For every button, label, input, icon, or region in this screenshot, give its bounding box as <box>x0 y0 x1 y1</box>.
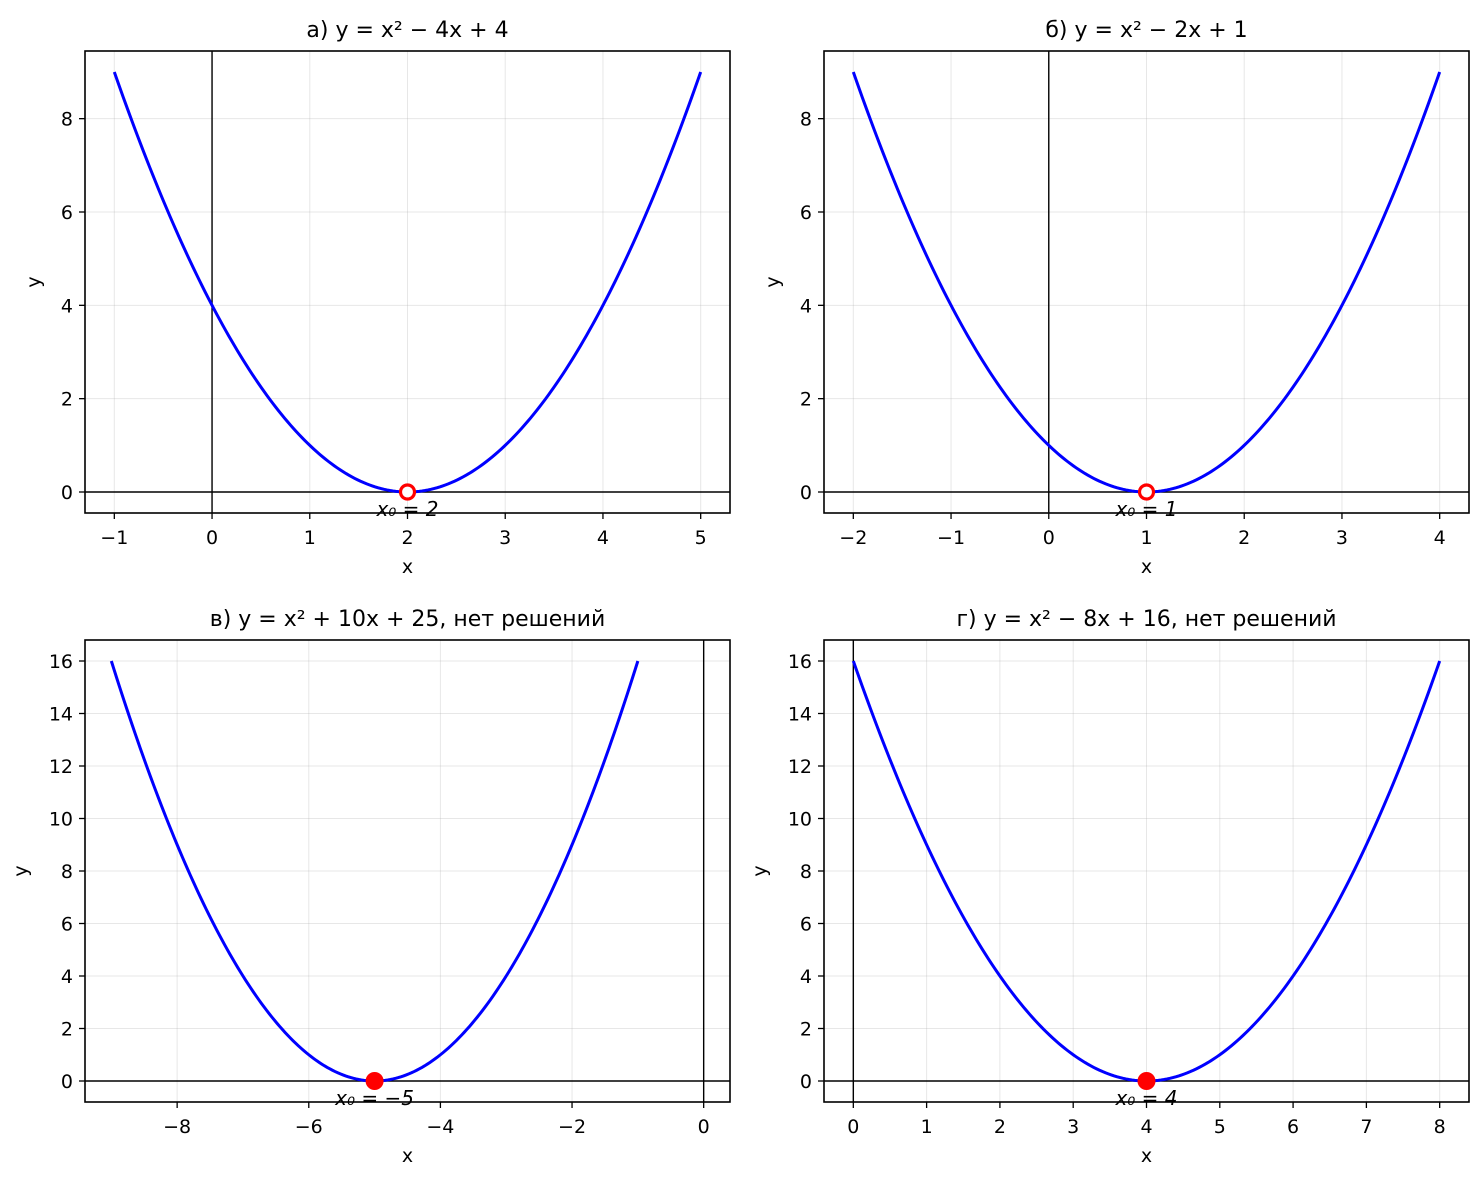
x-tick-label: 3 <box>1336 527 1348 549</box>
y-tick-label: 0 <box>61 482 73 504</box>
x-axis-label: x <box>1141 1145 1152 1167</box>
grid <box>824 640 1469 1102</box>
y-tick-label: 16 <box>49 651 73 673</box>
x-tick-label: 4 <box>597 527 609 549</box>
grid <box>85 51 730 513</box>
chart-title: б) y = x² − 2x + 1 <box>1045 18 1247 43</box>
y-tick-label: 2 <box>800 389 812 411</box>
y-tick-label: 0 <box>800 482 812 504</box>
y-tick-label: 6 <box>800 914 812 936</box>
y-tick-label: 12 <box>788 756 812 778</box>
x-tick-label: 4 <box>1434 527 1446 549</box>
x-tick-label: 0 <box>698 1116 710 1138</box>
y-tick-label: 0 <box>61 1071 73 1093</box>
y-tick-label: 2 <box>61 1019 73 1041</box>
x-tick-label: 1 <box>1140 527 1152 549</box>
y-axis-label: y <box>749 865 771 876</box>
chart-title: а) y = x² − 4x + 4 <box>306 18 508 43</box>
y-tick-label: 6 <box>61 202 73 224</box>
root-point <box>1137 1072 1156 1090</box>
x-tick-label: −4 <box>426 1116 454 1138</box>
x-tick-label: 5 <box>1214 1116 1226 1138</box>
x-tick-label: 0 <box>1043 527 1055 549</box>
grid <box>824 51 1469 513</box>
x-tick-label: 8 <box>1434 1116 1446 1138</box>
y-tick-label: 2 <box>800 1019 812 1041</box>
y-tick-label: 14 <box>788 704 812 726</box>
x-tick-label: 0 <box>206 527 218 549</box>
x-axis-label: x <box>402 556 413 578</box>
y-tick-label: 12 <box>49 756 73 778</box>
x-tick-label: −2 <box>839 527 867 549</box>
x-tick-label: −2 <box>558 1116 586 1138</box>
y-tick-label: 4 <box>800 295 812 317</box>
root-point <box>398 483 417 501</box>
x-tick-label: 3 <box>499 527 511 549</box>
y-tick-label: 14 <box>49 704 73 726</box>
y-axis-label: y <box>762 276 784 287</box>
y-tick-label: 10 <box>49 809 73 831</box>
x-tick-label: 1 <box>921 1116 933 1138</box>
y-tick-label: 2 <box>61 389 73 411</box>
grid <box>85 640 730 1102</box>
chart-title: в) y = x² + 10x + 25, нет решений <box>210 607 606 632</box>
x-tick-label: 6 <box>1287 1116 1299 1138</box>
root-point <box>1137 483 1156 501</box>
x-axis-label: x <box>1141 556 1152 578</box>
x-tick-label: 4 <box>1140 1116 1152 1138</box>
x-tick-label: 2 <box>401 527 413 549</box>
x-tick-label: −6 <box>295 1116 323 1138</box>
root-label: x₀ = −5 <box>334 1086 414 1110</box>
y-tick-label: 6 <box>800 202 812 224</box>
x-tick-label: −1 <box>937 527 965 549</box>
x-tick-label: −1 <box>100 527 128 549</box>
y-axis-label: y <box>10 865 32 876</box>
root-point <box>365 1072 384 1090</box>
x-tick-label: 7 <box>1360 1116 1372 1138</box>
y-tick-label: 4 <box>61 295 73 317</box>
y-tick-label: 4 <box>61 966 73 988</box>
x-tick-label: 2 <box>1238 527 1250 549</box>
y-tick-label: 8 <box>800 861 812 883</box>
y-tick-label: 8 <box>61 109 73 131</box>
x-tick-label: 1 <box>304 527 316 549</box>
x-tick-label: −8 <box>163 1116 191 1138</box>
y-tick-label: 6 <box>61 914 73 936</box>
y-tick-label: 8 <box>61 861 73 883</box>
y-tick-label: 4 <box>800 966 812 988</box>
x-tick-label: 2 <box>994 1116 1006 1138</box>
y-tick-label: 0 <box>800 1071 812 1093</box>
y-tick-label: 16 <box>788 651 812 673</box>
y-axis-label: y <box>23 276 45 287</box>
y-tick-label: 8 <box>800 109 812 131</box>
x-tick-label: 5 <box>695 527 707 549</box>
y-tick-label: 10 <box>788 809 812 831</box>
chart-panel-3: x₀ = −5 −8 −6 −4 −2 0 0 2 4 6 8 10 12 14 16 x y в) y = x²… <box>10 607 731 1167</box>
x-tick-label: 0 <box>847 1116 859 1138</box>
x-axis-label: x <box>402 1145 413 1167</box>
x-tick-label: 3 <box>1067 1116 1079 1138</box>
chart-title: г) y = x² − 8x + 16, нет решений <box>956 607 1336 632</box>
